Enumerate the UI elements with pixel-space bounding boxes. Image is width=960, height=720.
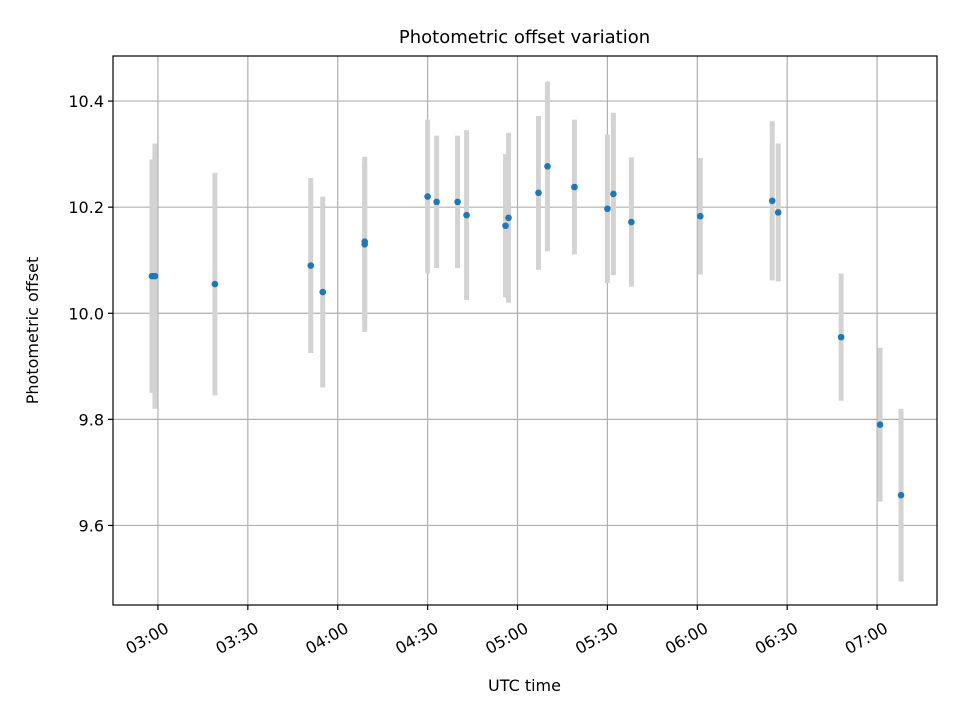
- data-point: [604, 205, 611, 213]
- x-tick-label: 05:00: [482, 618, 531, 658]
- data-point: [505, 214, 512, 222]
- y-axis-label: Photometric offset: [23, 257, 42, 405]
- data-point: [319, 288, 327, 296]
- x-tick-label: 04:30: [392, 618, 441, 658]
- y-axis-ticks: 9.6 9.8 10.0 10.2 10.4: [68, 92, 113, 535]
- data-point: [424, 193, 431, 200]
- data-point: [696, 212, 704, 220]
- x-tick-label: 07:00: [842, 618, 891, 658]
- chart-title: Photometric offset variation: [399, 27, 650, 48]
- x-tick-label: 06:00: [662, 618, 711, 658]
- data-point: [463, 211, 470, 219]
- data-point: [433, 198, 440, 206]
- data-point: [837, 333, 845, 341]
- x-axis-label: UTC time: [488, 676, 561, 695]
- x-tick-label: 05:30: [572, 618, 621, 658]
- data-point: [610, 190, 617, 198]
- x-axis-ticks: 03:00 03:30 04:00 04:30 05:00 05:30 06:00 06:30…: [123, 605, 891, 658]
- data-point: [876, 421, 884, 428]
- data-point: [774, 209, 782, 216]
- data-point: [502, 222, 509, 230]
- data-point: [151, 272, 159, 280]
- data-point: [628, 218, 635, 226]
- data-point: [535, 189, 542, 197]
- y-tick-label: 9.8: [79, 410, 104, 429]
- x-tick-label: 03:00: [123, 618, 172, 658]
- data-point: [897, 491, 905, 499]
- data-point: [544, 163, 551, 170]
- grid-lines: [113, 56, 937, 605]
- data-point: [211, 280, 219, 288]
- x-tick-label: 04:00: [302, 618, 351, 658]
- data-point: [307, 262, 315, 269]
- x-tick-label: 06:30: [752, 618, 801, 658]
- y-tick-label: 10.2: [68, 198, 104, 217]
- data-point: [361, 241, 368, 248]
- y-tick-label: 10.4: [68, 92, 104, 111]
- plot-frame: [112, 55, 938, 606]
- y-tick-label: 10.0: [68, 304, 104, 323]
- data-points: [148, 163, 905, 499]
- data-point: [768, 197, 776, 205]
- data-point: [454, 198, 461, 206]
- x-tick-label: 03:30: [212, 618, 261, 658]
- error-bars: [149, 81, 904, 582]
- data-point: [571, 183, 578, 191]
- y-tick-label: 9.6: [79, 516, 104, 535]
